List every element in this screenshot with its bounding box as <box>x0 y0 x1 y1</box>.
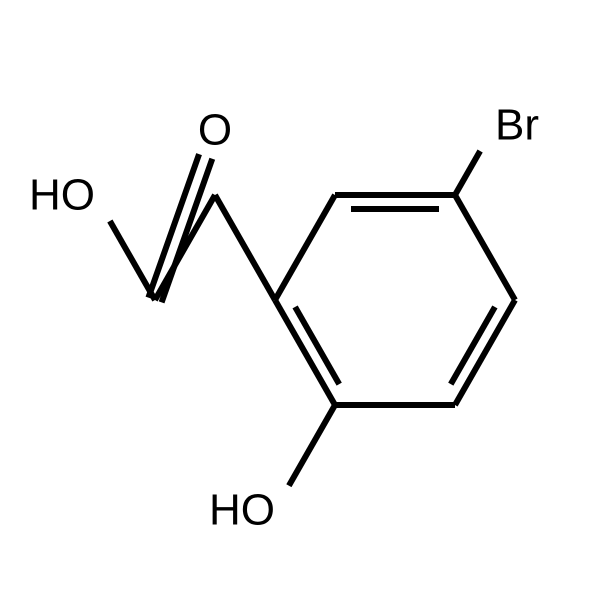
bond <box>275 300 335 405</box>
atom-label: HO <box>29 171 95 220</box>
bond <box>275 195 335 300</box>
atom-label: HO <box>209 486 275 535</box>
atom-label: O <box>198 106 232 155</box>
bond <box>455 195 515 300</box>
bond <box>215 195 275 300</box>
molecule-diagram: Br HO O HO <box>0 0 600 600</box>
bond <box>455 151 480 195</box>
atom-label: Br <box>495 101 539 150</box>
bond <box>455 300 515 405</box>
bond <box>289 405 335 486</box>
bond <box>110 221 155 300</box>
